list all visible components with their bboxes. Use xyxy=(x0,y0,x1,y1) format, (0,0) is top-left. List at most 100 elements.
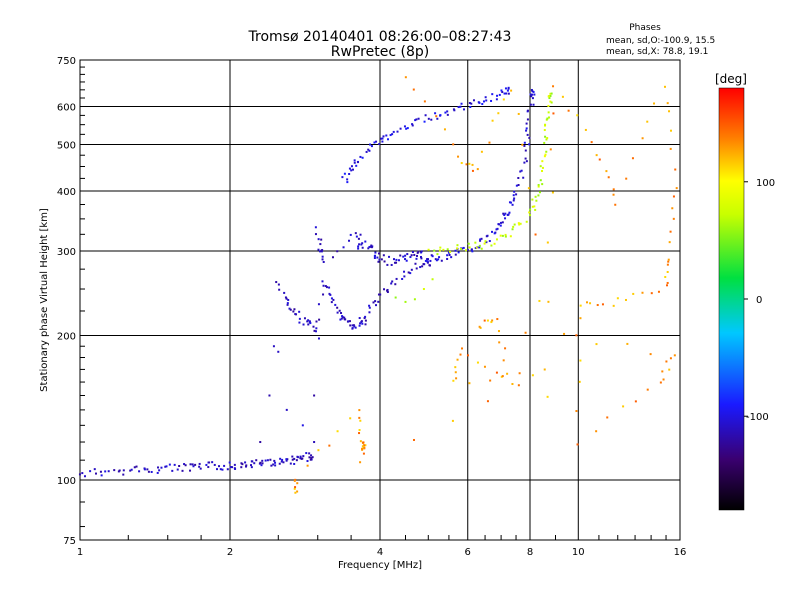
data-point xyxy=(475,246,478,249)
colorbar-ticks: 100 0 -100 xyxy=(744,178,775,423)
data-point xyxy=(480,237,483,240)
data-point xyxy=(405,259,408,262)
data-point xyxy=(298,310,301,313)
data-point xyxy=(406,127,409,130)
data-point xyxy=(506,89,509,92)
data-point xyxy=(606,416,609,419)
data-point xyxy=(414,119,417,122)
data-point xyxy=(541,183,544,186)
data-point xyxy=(364,323,367,326)
data-point xyxy=(612,188,615,191)
data-point xyxy=(662,378,665,381)
data-point xyxy=(318,318,321,321)
data-point xyxy=(549,148,552,151)
data-point xyxy=(663,85,666,88)
data-point xyxy=(488,141,491,144)
data-point xyxy=(456,358,459,361)
data-point xyxy=(538,191,541,194)
data-point xyxy=(359,419,362,422)
data-point xyxy=(383,260,386,263)
data-point xyxy=(468,246,471,249)
data-point xyxy=(443,128,446,131)
series-f1-lower-trace xyxy=(275,258,432,340)
data-point xyxy=(233,463,236,466)
data-point xyxy=(459,248,462,251)
data-point xyxy=(454,253,457,256)
data-point xyxy=(668,110,671,113)
colorbar-label: [deg] xyxy=(715,72,747,86)
data-point xyxy=(389,134,392,137)
data-points xyxy=(78,76,678,494)
data-point xyxy=(341,315,344,318)
data-point xyxy=(299,455,302,458)
data-point xyxy=(216,468,219,471)
data-point xyxy=(507,92,510,95)
data-point xyxy=(386,138,389,141)
data-point xyxy=(589,302,592,305)
data-point xyxy=(328,444,331,447)
data-point xyxy=(446,254,449,257)
data-point xyxy=(468,382,471,385)
data-point xyxy=(83,475,86,478)
data-point xyxy=(370,145,373,148)
data-point xyxy=(336,250,339,253)
data-point xyxy=(510,89,513,92)
data-point xyxy=(672,195,675,198)
data-point xyxy=(412,88,415,91)
data-point xyxy=(322,284,325,287)
data-point xyxy=(339,318,342,321)
data-point xyxy=(165,465,168,468)
data-point xyxy=(282,461,285,464)
data-point xyxy=(512,199,515,202)
data-point xyxy=(403,275,406,278)
data-point xyxy=(348,320,351,323)
data-point xyxy=(213,463,216,466)
data-point xyxy=(496,318,499,321)
data-point xyxy=(314,233,317,236)
data-point xyxy=(671,207,674,210)
data-point xyxy=(499,234,502,237)
data-point xyxy=(359,322,362,325)
data-point xyxy=(343,172,346,175)
data-point xyxy=(552,85,555,88)
data-point xyxy=(501,221,504,224)
data-point xyxy=(616,297,619,300)
data-point xyxy=(579,304,582,307)
data-point xyxy=(313,329,316,332)
data-point xyxy=(386,291,389,294)
y-tick-label: 500 xyxy=(57,141,76,152)
data-point xyxy=(348,239,351,242)
data-point xyxy=(208,461,211,464)
data-point xyxy=(191,463,194,466)
data-point xyxy=(478,325,481,328)
data-point xyxy=(430,118,433,121)
data-point xyxy=(357,237,360,240)
data-point xyxy=(524,149,527,152)
data-point xyxy=(539,165,542,168)
data-point xyxy=(454,366,457,369)
data-point xyxy=(515,184,518,187)
x-ticks: 1 2 4 6 8 10 16 xyxy=(77,535,686,558)
data-point xyxy=(523,141,526,144)
data-point xyxy=(259,461,262,464)
data-point xyxy=(538,299,541,302)
data-point xyxy=(414,262,417,265)
data-point xyxy=(348,167,351,170)
data-point xyxy=(457,251,460,254)
data-point xyxy=(221,468,224,471)
data-point xyxy=(287,298,290,301)
data-point xyxy=(286,302,289,305)
data-point xyxy=(575,410,578,413)
data-point xyxy=(274,464,277,467)
series-scattered-echoes xyxy=(293,76,678,494)
data-point xyxy=(343,316,346,319)
data-point xyxy=(535,199,538,202)
data-point xyxy=(496,227,499,230)
data-point xyxy=(346,178,349,181)
data-point xyxy=(340,317,343,320)
data-point xyxy=(178,464,181,467)
data-point xyxy=(138,470,141,473)
data-point xyxy=(301,424,304,427)
data-point xyxy=(667,260,670,263)
data-point xyxy=(368,245,371,248)
